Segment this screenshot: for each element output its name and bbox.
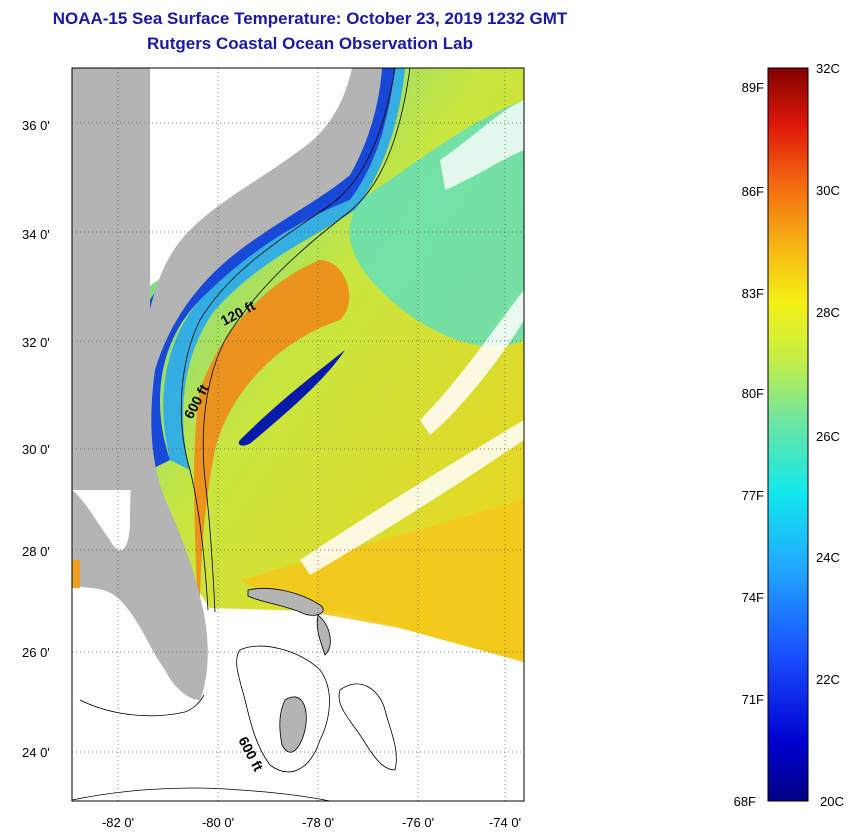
sst-warm-south	[240, 500, 524, 662]
gulf-warm-patch	[72, 560, 80, 588]
colorbar-label-f: 86F	[742, 184, 764, 199]
lat-label: 32 0'	[22, 335, 50, 350]
colorbar-label-c: 32C	[816, 61, 840, 76]
lat-label: 34 0'	[22, 227, 50, 242]
colorbar-label-f: 68F	[734, 794, 756, 809]
lat-label: 24 0'	[22, 745, 50, 760]
contour-120ft	[180, 68, 396, 611]
land-grand-bahama	[247, 587, 324, 616]
lat-label: 28 0'	[22, 544, 50, 559]
colorbar-label-f: 83F	[742, 286, 764, 301]
colorbar-label-f: 89F	[742, 80, 764, 95]
colorbar-label-f: 71F	[742, 692, 764, 707]
colorbar-label-c: 30C	[816, 183, 840, 198]
cloud-streak-2	[420, 290, 524, 435]
colorbar-label-c: 26C	[816, 429, 840, 444]
lon-label: -80 0'	[202, 815, 234, 830]
colorbar	[767, 67, 809, 802]
contour-exuma	[338, 683, 397, 771]
colorbar-label-c: 20C	[820, 794, 844, 809]
lat-label: 26 0'	[22, 645, 50, 660]
lon-label: -82 0'	[102, 815, 134, 830]
map-border	[71, 67, 525, 802]
sst-cold-filament	[238, 350, 345, 446]
lat-labels: 36 0' 34 0' 32 0' 30 0' 28 0' 26 0' 24 0…	[22, 118, 50, 760]
cloud-streak-3	[440, 100, 524, 190]
lon-labels: -82 0' -80 0' -78 0' -76 0' -74 0'	[102, 815, 521, 830]
lon-label: -74 0'	[489, 815, 521, 830]
map-title: NOAA-15 Sea Surface Temperature: October…	[52, 9, 568, 28]
lat-label: 36 0'	[22, 118, 50, 133]
contour-cuba-coast	[72, 787, 331, 801]
cloud-streak-1	[300, 420, 524, 575]
lon-label: -78 0'	[302, 815, 334, 830]
colorbar-label-c: 22C	[816, 672, 840, 687]
contour-bahama-bank	[236, 645, 330, 773]
contour-600ft	[202, 68, 411, 613]
colorbar-label-f: 74F	[742, 590, 764, 605]
land-andros	[279, 696, 307, 753]
map-subtitle: Rutgers Coastal Ocean Observation Lab	[147, 34, 473, 53]
colorbar-fahrenheit-labels: 89F 86F 83F 80F 77F 74F 71F 68F	[734, 80, 764, 809]
lon-label: -76 0'	[402, 815, 434, 830]
colorbar-celsius-labels: 32C 30C 28C 26C 24C 22C 20C	[816, 61, 844, 809]
land-gulf-coast	[72, 68, 150, 490]
colorbar-label-f: 77F	[742, 488, 764, 503]
sst-gulf-stream-warm	[194, 260, 350, 610]
colorbar-label-c: 24C	[816, 550, 840, 565]
land-abaco	[316, 614, 331, 656]
colorbar-label-c: 28C	[816, 305, 840, 320]
colorbar-label-f: 80F	[742, 386, 764, 401]
lat-label: 30 0'	[22, 442, 50, 457]
land-us-southeast	[72, 68, 382, 700]
graticule	[72, 68, 524, 801]
contour-florida-keys	[79, 694, 205, 717]
